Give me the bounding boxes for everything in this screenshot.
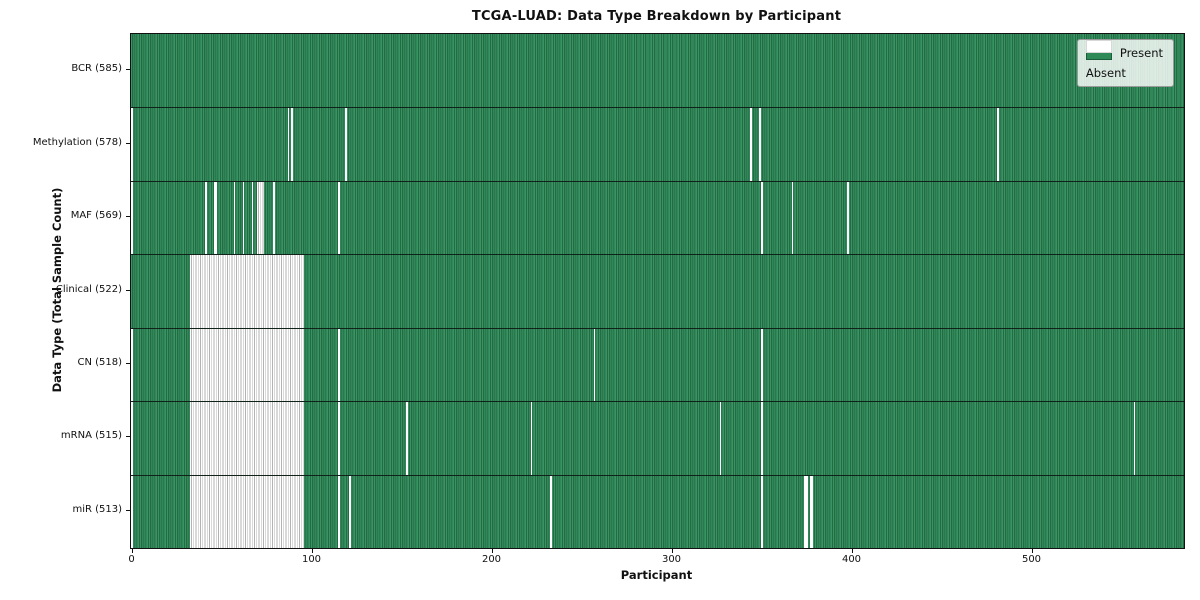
x-tick-mark xyxy=(1031,548,1033,553)
y-tick-mark xyxy=(126,142,130,144)
absent-stripe xyxy=(338,402,340,475)
absent-stripe xyxy=(233,181,236,255)
absent-stripe xyxy=(190,328,304,402)
absent-stripe xyxy=(996,108,999,181)
y-tick-mark xyxy=(126,436,130,438)
x-tick-mark xyxy=(491,548,493,553)
heatmap-row-mrna xyxy=(131,401,1184,475)
heatmap-row-bcr xyxy=(131,34,1184,108)
absent-stripe xyxy=(273,181,275,255)
legend-item-absent: Absent xyxy=(1085,40,1163,80)
y-tick-mark xyxy=(126,289,130,291)
absent-stripe xyxy=(213,181,218,255)
absent-stripe xyxy=(530,402,533,475)
absent-stripe xyxy=(1133,402,1136,475)
absent-stripe xyxy=(338,328,340,402)
absent-stripe xyxy=(759,108,761,181)
absent-stripe xyxy=(345,108,347,181)
absent-stripe xyxy=(809,475,814,548)
legend-label: Present xyxy=(1119,46,1163,60)
absent-stripe xyxy=(761,475,763,548)
y-tick-label: BCR (585) xyxy=(71,63,122,75)
y-tick-label: CN (518) xyxy=(77,356,122,368)
absent-stripe xyxy=(406,402,409,475)
y-tick-label: miR (513) xyxy=(72,503,122,515)
legend: Present Absent xyxy=(1076,39,1174,87)
absent-stripe xyxy=(761,328,763,402)
absent-stripe xyxy=(761,181,763,255)
absent-stripe xyxy=(750,108,752,181)
absent-stripe xyxy=(291,108,293,181)
x-tick-label: 100 xyxy=(301,554,322,565)
x-tick-label: 300 xyxy=(661,554,682,565)
absent-stripe xyxy=(761,402,763,475)
legend-swatch-absent xyxy=(1085,40,1112,53)
absent-stripe xyxy=(190,475,304,548)
x-tick-label: 400 xyxy=(841,554,862,565)
heatmap-row-methylation xyxy=(131,107,1184,181)
y-tick-label: MAF (569) xyxy=(70,210,122,222)
absent-stripe xyxy=(131,328,133,402)
heatmap-row-mir xyxy=(131,474,1184,548)
heatmap-row-maf xyxy=(131,180,1184,255)
absent-stripe xyxy=(791,181,794,255)
absent-stripe xyxy=(287,108,290,181)
chart-title: TCGA-LUAD: Data Type Breakdown by Partic… xyxy=(471,9,842,24)
legend-label: Absent xyxy=(1085,66,1126,80)
x-axis-title: Participant xyxy=(620,568,693,582)
x-tick-label: 500 xyxy=(1021,554,1042,565)
absent-stripe xyxy=(131,108,133,181)
absent-stripe xyxy=(204,181,207,255)
y-tick-mark xyxy=(126,69,130,71)
x-tick-mark xyxy=(671,548,673,553)
absent-stripe xyxy=(131,402,133,475)
y-tick-label: Clinical (522) xyxy=(55,283,122,295)
y-tick-label: mRNA (515) xyxy=(60,430,122,442)
absent-stripe xyxy=(804,475,808,548)
absent-stripe xyxy=(251,181,254,255)
absent-stripe xyxy=(242,181,245,255)
y-tick-mark xyxy=(126,509,130,511)
absent-stripe xyxy=(190,402,304,475)
y-tick-mark xyxy=(126,362,130,364)
absent-stripe xyxy=(719,402,722,475)
x-tick-mark xyxy=(851,548,853,553)
absent-stripe xyxy=(550,475,553,548)
y-tick-mark xyxy=(126,216,130,218)
absent-stripe xyxy=(847,181,850,255)
x-tick-mark xyxy=(311,548,313,553)
plot-area: Present Absent xyxy=(130,33,1185,549)
absent-stripe xyxy=(131,475,133,548)
absent-stripe xyxy=(338,475,340,548)
y-tick-label: Methylation (578) xyxy=(32,136,122,148)
heatmap-row-clinical xyxy=(131,254,1184,328)
absent-stripe xyxy=(348,475,351,548)
absent-stripe xyxy=(131,181,133,255)
absent-stripe xyxy=(593,328,596,402)
absent-stripe xyxy=(190,255,304,328)
absent-stripe xyxy=(338,181,340,255)
absent-stripe xyxy=(257,181,265,255)
x-tick-mark xyxy=(131,548,133,553)
x-tick-label: 200 xyxy=(481,554,502,565)
x-tick-label: 0 xyxy=(128,554,135,565)
heatmap-row-cn xyxy=(131,327,1184,402)
